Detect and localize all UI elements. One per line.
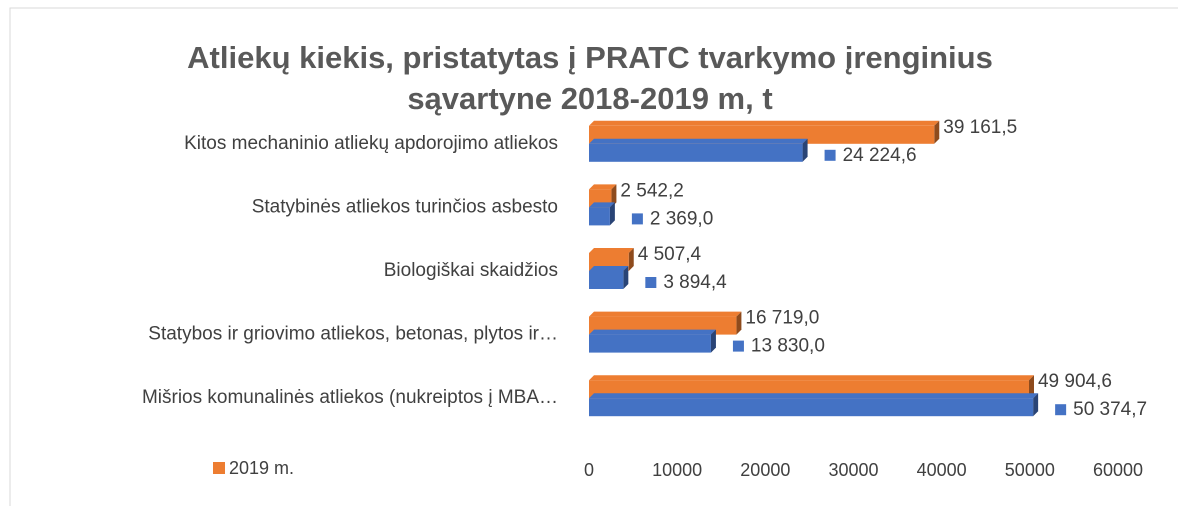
- data-label: 3 894,4: [663, 272, 727, 293]
- x-tick-label: 50000: [1005, 460, 1055, 480]
- x-tick-label: 20000: [740, 460, 790, 480]
- bar: [589, 334, 711, 353]
- x-tick-label: 30000: [828, 460, 878, 480]
- data-label: 4 507,4: [638, 244, 702, 265]
- data-label: 2 542,2: [620, 180, 683, 201]
- y-tick-label: Statybinės atliekos turinčios asbesto: [252, 196, 558, 217]
- chart-title: sąvartyne 2018-2019 m, t: [407, 81, 772, 116]
- x-tick-label: 40000: [917, 460, 967, 480]
- data-label: 16 719,0: [745, 308, 819, 329]
- data-label: 50 374,7: [1073, 399, 1147, 420]
- bar-top: [589, 375, 1034, 381]
- bar-top: [589, 329, 716, 335]
- y-tick-label: Kitos mechaninio atliekų apdorojimo atli…: [184, 133, 558, 154]
- bar-side: [802, 138, 808, 162]
- y-tick-label: Biologiškai skaidžios: [384, 260, 558, 281]
- bar: [589, 143, 803, 162]
- bar-top: [589, 393, 1039, 399]
- bar: [589, 271, 624, 289]
- data-label: 24 224,6: [843, 145, 917, 166]
- x-tick-label: 60000: [1093, 460, 1143, 480]
- bar-side: [611, 184, 617, 208]
- bar-top: [589, 248, 634, 253]
- bar-top: [589, 120, 940, 126]
- data-label-key: [824, 149, 836, 161]
- y-tick-label: Statybos ir griovimo atliekos, betonas, …: [148, 324, 558, 345]
- legend-key: [213, 462, 225, 474]
- bar-top: [589, 184, 617, 190]
- bar-side: [609, 202, 615, 226]
- bar-top: [589, 311, 742, 317]
- y-tick-label: Mišrios komunalinės atliekos (nukreiptos…: [142, 387, 558, 408]
- bar: [589, 207, 610, 226]
- bar-top: [589, 138, 808, 144]
- bar-side: [736, 311, 742, 335]
- data-label: 39 161,5: [943, 117, 1017, 138]
- bar-side: [1028, 375, 1034, 399]
- x-tick-label: 0: [584, 460, 594, 480]
- data-label: 49 904,6: [1038, 371, 1112, 392]
- bar-side: [623, 266, 629, 289]
- x-tick-label: 10000: [652, 460, 702, 480]
- data-label: 13 830,0: [751, 336, 825, 357]
- chart-title: Atliekų kiekis, pristatytas į PRATC tvar…: [187, 40, 993, 75]
- bar: [589, 398, 1034, 417]
- data-label-key: [732, 340, 744, 352]
- legend-label: 2019 m.: [229, 458, 294, 478]
- bar-top: [589, 202, 615, 208]
- bar-side: [934, 120, 940, 144]
- bar-side: [1033, 393, 1039, 417]
- data-label-key: [631, 213, 643, 225]
- bar-side: [710, 329, 716, 353]
- data-label-key: [645, 277, 657, 288]
- bar-side: [628, 248, 634, 271]
- bar-top: [589, 266, 629, 271]
- data-label: 2 369,0: [650, 208, 713, 229]
- data-label-key: [1055, 404, 1067, 416]
